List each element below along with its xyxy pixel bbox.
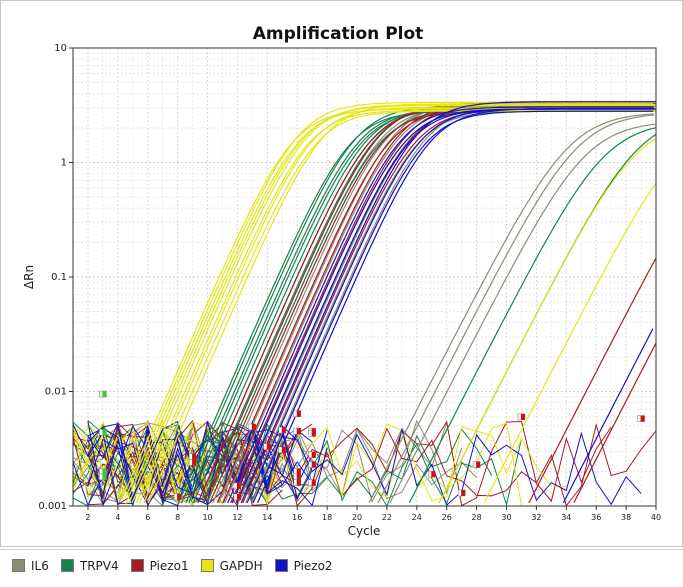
marker-fill xyxy=(296,428,301,435)
marker-fill xyxy=(102,473,107,480)
legend-item-il6: IL6 xyxy=(12,559,49,573)
legend-swatch xyxy=(130,559,144,572)
curve-gapdh xyxy=(135,109,656,504)
marker-fill xyxy=(311,451,316,458)
x-tick-label: 14 xyxy=(262,513,272,522)
marker-fill xyxy=(296,473,301,480)
marker-fill xyxy=(431,471,436,478)
curve-il6 xyxy=(368,113,654,504)
noise-piezo2 xyxy=(87,424,642,506)
x-tick-label: 12 xyxy=(232,513,242,522)
legend-label: GAPDH xyxy=(219,558,263,573)
marker-fill xyxy=(461,489,466,496)
marker-fill xyxy=(266,443,271,450)
legend-label: Piezo2 xyxy=(293,558,333,573)
curve-il6 xyxy=(206,105,656,504)
x-tick-label: 26 xyxy=(442,513,452,522)
y-tick-label: 0.1 xyxy=(51,272,67,283)
curve-piezo1 xyxy=(528,257,656,504)
x-tick-label: 24 xyxy=(412,513,422,522)
curve-il6 xyxy=(377,114,655,504)
marker-fill xyxy=(311,430,316,437)
curve-piezo2 xyxy=(562,328,654,504)
ct-markers xyxy=(99,390,645,501)
y-tick-label: 0.001 xyxy=(38,501,67,512)
chart-panel: Amplification Plot 2 4 6 8 10 12 14 16 18 20 22 24 2… xyxy=(0,0,683,547)
legend-label: Piezo1 xyxy=(149,558,189,573)
curve-piezo2 xyxy=(257,107,654,504)
marker-fill xyxy=(520,413,525,420)
legend-label: IL6 xyxy=(31,558,49,573)
y-tick-label: 1 xyxy=(61,158,67,169)
curve-piezo1 xyxy=(573,342,656,504)
legend-item-gapdh: GAPDH xyxy=(200,558,263,573)
legend-item-piezo2: Piezo2 xyxy=(274,558,333,573)
amplification-curves xyxy=(121,101,656,505)
curve-gapdh xyxy=(147,103,653,504)
x-tick-label: 36 xyxy=(591,513,601,522)
x-tick-label: 2 xyxy=(85,513,90,522)
noise-piezo2 xyxy=(87,420,328,506)
y-tick-label: 10 xyxy=(54,43,67,54)
marker-fill xyxy=(192,453,197,460)
x-tick-label: 30 xyxy=(501,513,511,522)
legend-swatch xyxy=(200,559,214,572)
legend-swatch xyxy=(60,559,74,572)
marker-fill xyxy=(296,468,301,475)
chart-title: Amplification Plot xyxy=(253,24,424,44)
marker-fill xyxy=(177,493,182,500)
marker-fill xyxy=(296,479,301,486)
x-tick-label: 10 xyxy=(202,513,212,522)
marker-fill xyxy=(102,468,107,475)
curve-gapdh xyxy=(128,104,656,504)
y-tick-label: 0.01 xyxy=(45,387,67,398)
x-tick-label: 6 xyxy=(145,513,150,522)
marker-fill xyxy=(640,415,645,422)
x-tick-label: 16 xyxy=(292,513,302,522)
x-axis-ticks: 2 4 6 8 10 12 14 16 18 20 22 24 26 28 30 32 34 36 38 40 xyxy=(85,506,661,522)
legend-item-piezo1: Piezo1 xyxy=(130,558,189,573)
x-tick-label: 4 xyxy=(115,513,120,522)
x-tick-label: 18 xyxy=(322,513,332,522)
amplification-plot: Amplification Plot 2 4 6 8 10 12 14 16 18 20 22 24 2… xyxy=(22,24,661,538)
curve-gapdh xyxy=(483,182,656,504)
marker-fill xyxy=(192,459,197,466)
y-axis-ticks: 0.001 0.01 0.1 1 10 xyxy=(38,43,73,512)
curve-trpv4 xyxy=(177,110,653,504)
x-tick-label: 22 xyxy=(382,513,392,522)
marker-fill xyxy=(236,482,241,489)
legend-label: TRPV4 xyxy=(79,558,119,573)
marker-fill xyxy=(102,429,107,436)
legend-swatch xyxy=(274,559,288,572)
y-axis-label: ΔRn xyxy=(22,265,36,289)
marker-fill xyxy=(311,461,316,468)
x-tick-label: 34 xyxy=(561,513,571,522)
legend: IL6 TRPV4 Piezo1 GAPDH Piezo2 xyxy=(0,549,683,581)
marker-fill xyxy=(281,446,286,453)
noise-gapdh xyxy=(87,423,567,506)
curve-piezo2 xyxy=(227,106,654,504)
curve-piezo2 xyxy=(240,101,656,504)
x-tick-label: 32 xyxy=(531,513,541,522)
x-tick-label: 8 xyxy=(175,513,180,522)
marker-fill xyxy=(476,461,481,468)
curve-il6 xyxy=(389,123,656,504)
curve-trpv4 xyxy=(408,127,656,504)
curve-gapdh xyxy=(438,138,656,504)
marker-fill xyxy=(311,479,316,486)
marker-fill xyxy=(236,493,241,500)
x-tick-label: 38 xyxy=(621,513,631,522)
marker-fill xyxy=(251,423,256,430)
baseline-noise xyxy=(73,419,656,506)
x-tick-label: 40 xyxy=(651,513,661,522)
x-axis-label: Cycle xyxy=(348,524,381,538)
marker-fill xyxy=(296,410,301,417)
legend-swatch xyxy=(12,559,25,572)
marker-fill xyxy=(281,427,286,434)
x-tick-label: 28 xyxy=(472,513,482,522)
x-tick-label: 20 xyxy=(352,513,362,522)
marker-fill xyxy=(102,391,107,398)
legend-item-trpv4: TRPV4 xyxy=(60,558,119,573)
